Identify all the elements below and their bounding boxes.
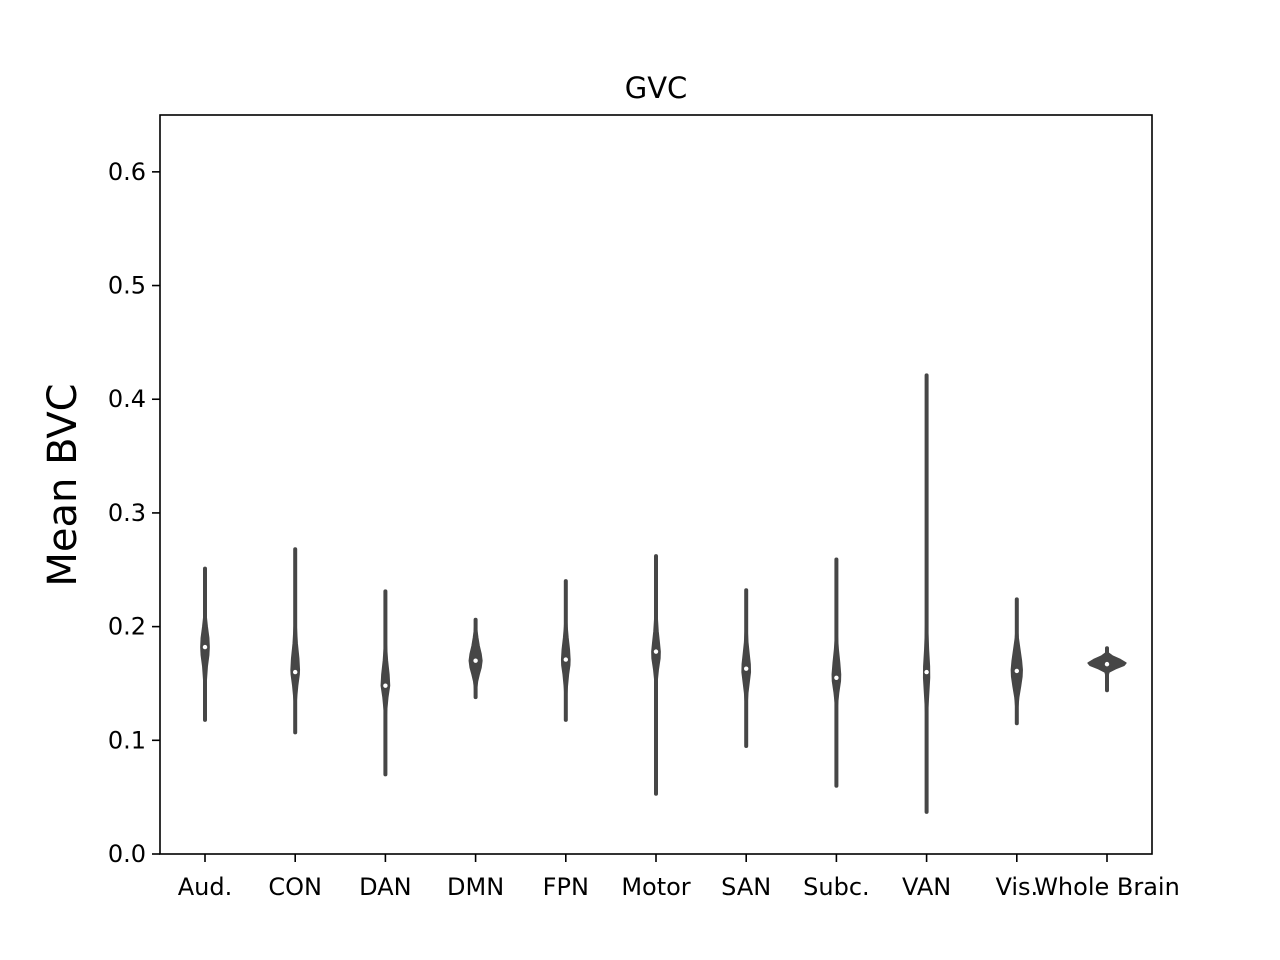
- violins-group: [200, 373, 1127, 814]
- y-tick-label: 0.5: [108, 272, 146, 300]
- x-tick-label: VAN: [902, 873, 951, 901]
- x-tick-label: DMN: [447, 873, 504, 901]
- violin-median-point: [1104, 661, 1110, 667]
- x-tick-label: CON: [268, 873, 322, 901]
- x-tick-label: DAN: [359, 873, 411, 901]
- violin-median-point: [924, 669, 929, 675]
- chart-title: GVC: [625, 71, 688, 105]
- violin-median-point: [1014, 668, 1019, 674]
- x-tick-label: SAN: [721, 873, 771, 901]
- violin-median-point: [383, 683, 388, 688]
- violin-median-point: [653, 649, 659, 654]
- x-tick-label: Whole Brain: [1034, 873, 1180, 901]
- x-tick-label: FPN: [543, 873, 589, 901]
- x-tick-label: Motor: [621, 873, 690, 901]
- violin-median-point: [744, 666, 749, 671]
- y-tick-label: 0.1: [108, 726, 146, 754]
- violin-median-point: [834, 675, 839, 680]
- x-tick-label: Subc.: [803, 873, 870, 901]
- x-axis: Aud. CON DAN DMN FPN Motor SAN Subc. VAN Vis.Whol…: [178, 854, 1180, 901]
- y-axis-label: Mean BVC: [40, 383, 86, 586]
- y-tick-label: 0.3: [108, 499, 146, 527]
- x-tick-label: Vis.: [995, 873, 1038, 901]
- violin-median-point: [473, 658, 478, 663]
- y-tick-label: 0.0: [108, 840, 146, 868]
- y-axis: 0.0 0.1 0.2 0.3 0.4 0.5 0.6: [108, 158, 160, 868]
- x-tick-label: Aud.: [178, 873, 233, 901]
- y-tick-label: 0.4: [108, 385, 146, 413]
- y-tick-label: 0.2: [108, 613, 146, 641]
- violin-median-point: [293, 669, 298, 675]
- plot-frame: [159, 114, 1153, 855]
- y-tick-label: 0.6: [108, 158, 146, 186]
- violin-median-point: [563, 657, 568, 662]
- violin-median-point: [202, 644, 208, 650]
